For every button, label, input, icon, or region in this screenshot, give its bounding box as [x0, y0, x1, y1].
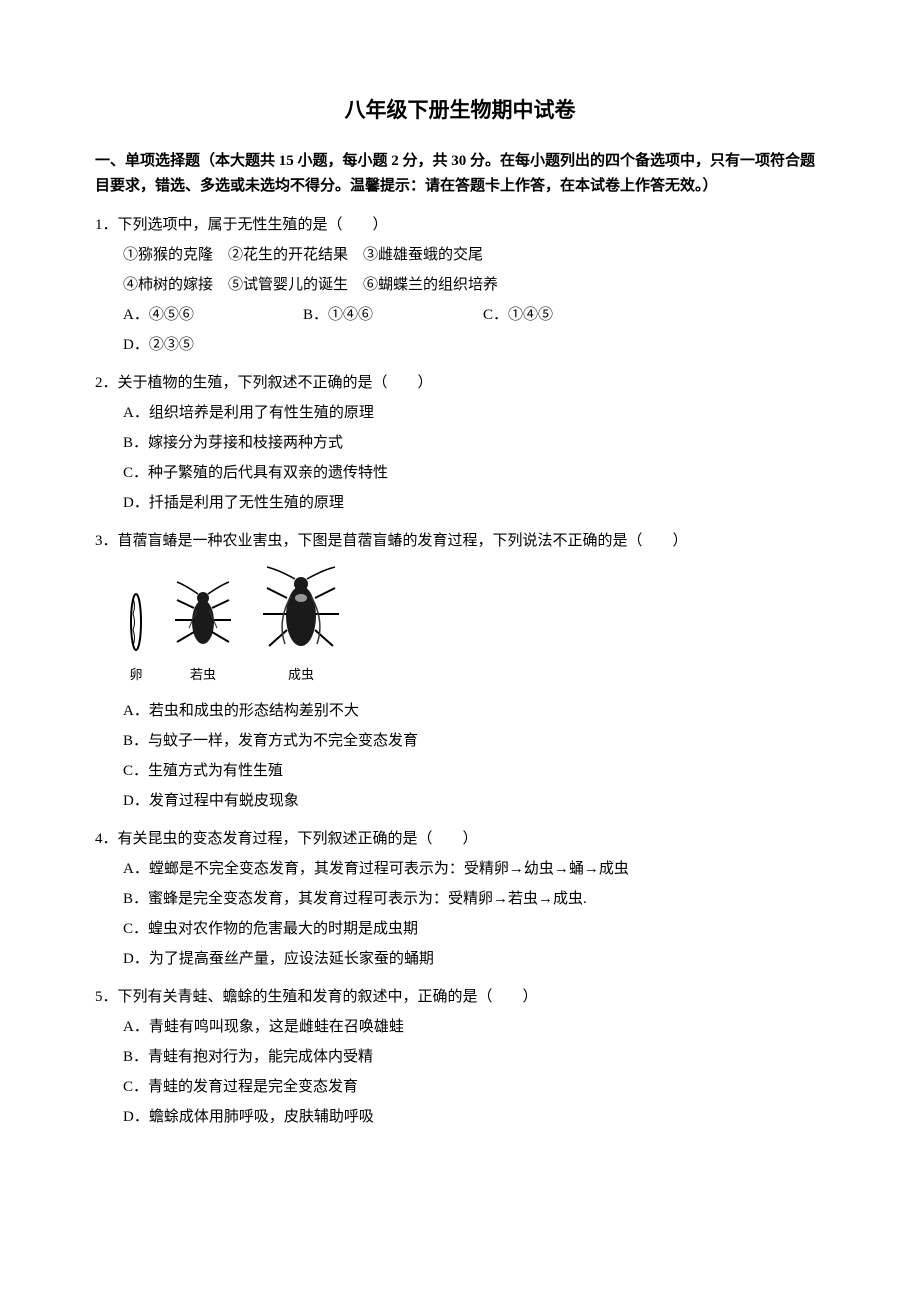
option-b: B．蜜蜂是完全变态发育，其发育过程可表示为：受精卵→若虫→成虫.: [95, 884, 825, 914]
nymph-label: 若虫: [190, 662, 216, 688]
insect-adult: 成虫: [257, 566, 345, 688]
option-c: C．青蛙的发育过程是完全变态发育: [95, 1072, 825, 1102]
option-a: A．若虫和成虫的形态结构差别不大: [95, 696, 825, 726]
question-2: 2．关于植物的生殖，下列叙述不正确的是（ ） A．组织培养是利用了有性生殖的原理…: [95, 368, 825, 518]
insect-nymph: 若虫: [167, 580, 239, 688]
question-sub-line: ①猕猴的克隆 ②花生的开花结果 ③雌雄蚕蛾的交尾: [95, 240, 825, 270]
option-c: C．①④⑤: [483, 300, 663, 330]
adult-label: 成虫: [288, 662, 314, 688]
insect-diagram: 卵 若虫: [95, 566, 825, 688]
exam-title: 八年级下册生物期中试卷: [95, 95, 825, 127]
adult-icon: [257, 566, 345, 658]
insect-egg: 卵: [123, 586, 149, 688]
option-a: A．螳螂是不完全变态发育，其发育过程可表示为：受精卵→幼虫→蛹→成虫: [95, 854, 825, 884]
question-1: 1．下列选项中，属于无性生殖的是（ ） ①猕猴的克隆 ②花生的开花结果 ③雌雄蚕…: [95, 210, 825, 360]
option-b: B．青蛙有抱对行为，能完成体内受精: [95, 1042, 825, 1072]
nymph-icon: [167, 580, 239, 658]
option-a: A．④⑤⑥: [123, 300, 303, 330]
question-stem: 5．下列有关青蛙、蟾蜍的生殖和发育的叙述中，正确的是（ ）: [95, 982, 825, 1012]
option-d: D．为了提高蚕丝产量，应设法延长家蚕的蛹期: [95, 944, 825, 974]
option-d: D．发育过程中有蜕皮现象: [95, 786, 825, 816]
option-d: D．蟾蜍成体用肺呼吸，皮肤辅助呼吸: [95, 1102, 825, 1132]
section-header: 一、单项选择题（本大题共 15 小题，每小题 2 分，共 30 分。在每小题列出…: [95, 149, 825, 200]
option-c: C．种子繁殖的后代具有双亲的遗传特性: [95, 458, 825, 488]
option-a: A．组织培养是利用了有性生殖的原理: [95, 398, 825, 428]
option-c: C．生殖方式为有性生殖: [95, 756, 825, 786]
question-stem: 3．苜蓿盲蝽是一种农业害虫，下图是苜蓿盲蝽的发育过程，下列说法不正确的是（ ）: [95, 526, 825, 556]
question-stem: 4．有关昆虫的变态发育过程，下列叙述正确的是（ ）: [95, 824, 825, 854]
option-b: B．①④⑥: [303, 300, 483, 330]
question-3: 3．苜蓿盲蝽是一种农业害虫，下图是苜蓿盲蝽的发育过程，下列说法不正确的是（ ） …: [95, 526, 825, 816]
options-row: A．④⑤⑥ B．①④⑥ C．①④⑤ D．②③⑤: [95, 300, 825, 360]
option-b: B．嫁接分为芽接和枝接两种方式: [95, 428, 825, 458]
question-5: 5．下列有关青蛙、蟾蜍的生殖和发育的叙述中，正确的是（ ） A．青蛙有鸣叫现象，…: [95, 982, 825, 1132]
option-c: C．蝗虫对农作物的危害最大的时期是成虫期: [95, 914, 825, 944]
egg-label: 卵: [129, 662, 142, 688]
option-d: D．扦插是利用了无性生殖的原理: [95, 488, 825, 518]
question-stem: 1．下列选项中，属于无性生殖的是（ ）: [95, 210, 825, 240]
question-4: 4．有关昆虫的变态发育过程，下列叙述正确的是（ ） A．螳螂是不完全变态发育，其…: [95, 824, 825, 974]
option-a: A．青蛙有鸣叫现象，这是雌蛙在召唤雄蛙: [95, 1012, 825, 1042]
option-b: B．与蚊子一样，发育方式为不完全变态发育: [95, 726, 825, 756]
question-sub-line: ④柿树的嫁接 ⑤试管婴儿的诞生 ⑥蝴蝶兰的组织培养: [95, 270, 825, 300]
stem-text: 2．关于植物的生殖，下列叙述不正确的是（ ）: [95, 375, 433, 391]
option-d: D．②③⑤: [123, 330, 303, 360]
question-stem: 2．关于植物的生殖，下列叙述不正确的是（ ）: [95, 368, 825, 398]
egg-icon: [123, 586, 149, 658]
